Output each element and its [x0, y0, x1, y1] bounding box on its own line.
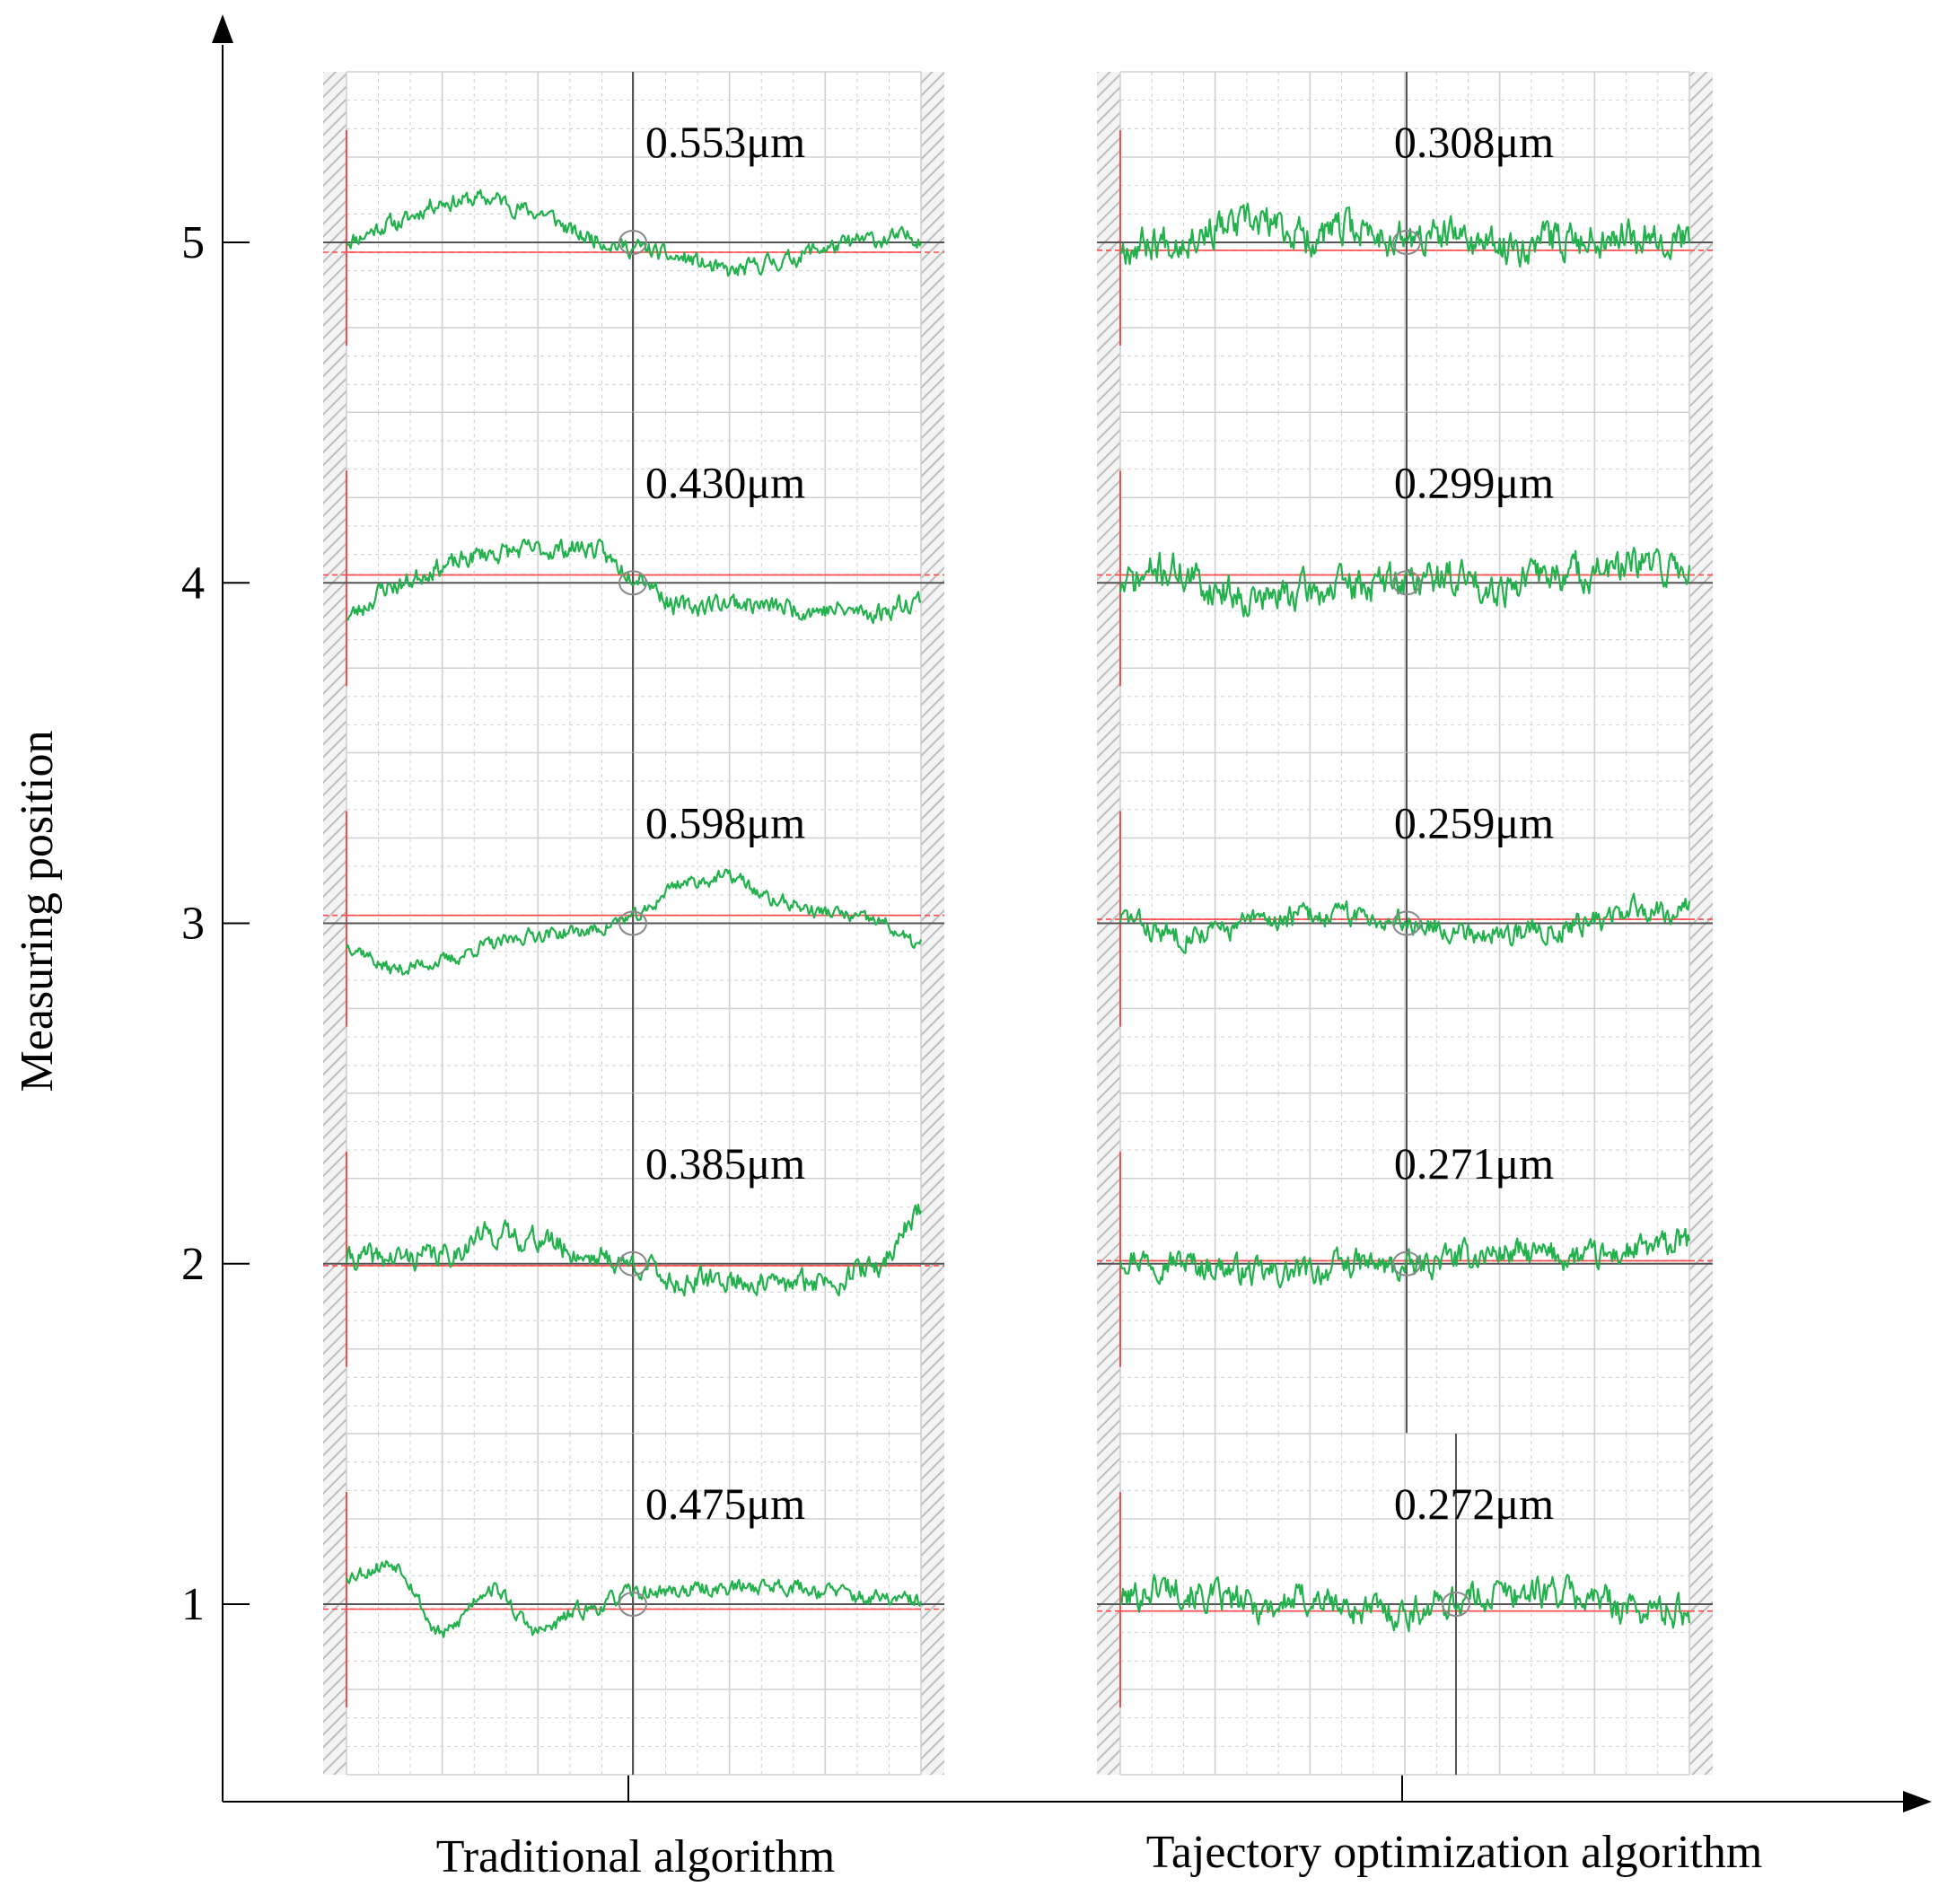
value-label: 0.598μm [645, 798, 805, 848]
value-label: 0.553μm [645, 117, 805, 167]
signal-trace [1118, 1227, 1691, 1289]
signal-trace [346, 189, 922, 277]
value-label: 0.299μm [1394, 457, 1554, 507]
value-label: 0.272μm [1394, 1478, 1554, 1529]
value-label: 0.430μm [645, 457, 805, 507]
x-category-label-trajectory: Tajectory optimization algorithm [1146, 1827, 1763, 1878]
y-tick-label: 5 [181, 217, 205, 268]
value-label: 0.271μm [1394, 1138, 1554, 1189]
measurement-panel: 0.299μm [1097, 411, 1713, 755]
cursor-circle [1392, 910, 1421, 936]
signal-trace [345, 1559, 923, 1638]
measurement-panel: 0.475μm [323, 1433, 944, 1776]
measurement-panel: 0.430μm [323, 411, 944, 755]
y-tick-label: 3 [181, 899, 205, 950]
value-label: 0.475μm [645, 1478, 805, 1529]
signal-trace [1118, 892, 1691, 954]
cursor-circle [1392, 570, 1421, 596]
panel-grid [1119, 1433, 1690, 1776]
y-axis-title: Measuring position [12, 731, 63, 1092]
signal-trace [346, 868, 923, 976]
signal-trace [345, 1203, 923, 1297]
cursor-circle [618, 1592, 647, 1617]
cursor-circle [1392, 1250, 1421, 1277]
panel-grid [1119, 71, 1690, 414]
y-ticks: 1 2 3 4 5 [181, 217, 250, 1630]
measurement-panel: 0.598μm [323, 751, 944, 1095]
y-axis-arrow [212, 14, 233, 43]
signal-trace [1118, 547, 1691, 618]
cursor-circle [618, 570, 647, 596]
panel-grid [1119, 751, 1690, 1095]
value-label: 0.385μm [645, 1138, 805, 1189]
panels: 0.553μm 0.430μm 0.598μm 0.385μm 0.475μm 0.308… [323, 71, 1713, 1776]
measurement-panel: 0.553μm [323, 71, 944, 414]
value-label: 0.308μm [1394, 117, 1554, 167]
signal-trace [1119, 202, 1691, 268]
cursor-circle [618, 910, 647, 936]
measurement-panel: 0.385μm [323, 1092, 944, 1435]
y-tick-label: 2 [181, 1239, 205, 1290]
measurement-panel: 0.271μm [1097, 1092, 1713, 1435]
measurement-panel: 0.272μm [1097, 1433, 1713, 1776]
signal-trace [1119, 1574, 1691, 1633]
x-axis-arrow [1903, 1791, 1932, 1812]
cursor-circle [1392, 230, 1421, 255]
x-category-label-traditional: Traditional algorithm [436, 1831, 835, 1882]
measurement-panel: 0.259μm [1097, 751, 1713, 1095]
measurement-panel: 0.308μm [1097, 71, 1713, 414]
y-tick-label: 1 [181, 1579, 205, 1630]
signal-trace [346, 538, 922, 625]
x-ticks [627, 1773, 1403, 1802]
y-tick-label: 4 [181, 557, 205, 609]
cursor-circle [618, 230, 647, 255]
cursor-circle [1442, 1592, 1470, 1617]
cursor-circle [618, 1250, 647, 1277]
value-label: 0.259μm [1394, 798, 1554, 848]
